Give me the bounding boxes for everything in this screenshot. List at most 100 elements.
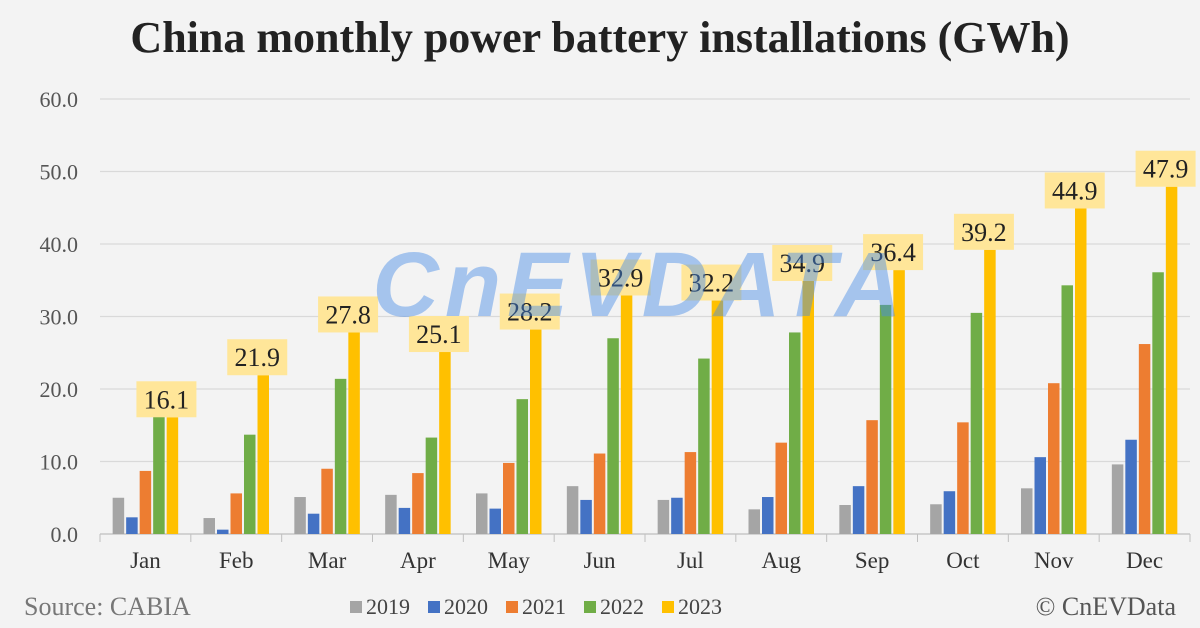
bar-2023-May xyxy=(530,329,542,534)
legend-swatch xyxy=(584,601,596,613)
bar-2021-Apr xyxy=(412,473,424,534)
copyright-note: © CnEVData xyxy=(1035,592,1176,621)
bar-2023-Apr xyxy=(439,352,451,534)
data-label-box xyxy=(772,244,833,281)
bar-2022-Aug xyxy=(789,332,801,534)
legend-label: 2020 xyxy=(444,594,488,619)
bar-2020-Jun xyxy=(580,499,592,534)
legend-label: 2022 xyxy=(600,594,644,619)
data-label: 36.4 xyxy=(870,238,916,267)
bar-2019-Nov xyxy=(1021,488,1033,534)
bar-2020-Mar xyxy=(307,513,320,534)
bar-2019-Sep xyxy=(839,505,851,534)
legend-item-2020: 2020 xyxy=(428,594,488,620)
bar-2019-Feb xyxy=(203,518,215,534)
x-tick-label: Oct xyxy=(946,548,980,573)
x-tick-label: Jun xyxy=(584,548,616,573)
x-tick-label: Aug xyxy=(761,548,801,573)
y-tick-label: 30.0 xyxy=(40,305,79,330)
source-note: Source: CABIA xyxy=(24,592,191,621)
bar-2022-Feb xyxy=(244,434,256,534)
bar-2022-Nov xyxy=(1061,285,1073,534)
bar-2022-May xyxy=(516,399,528,534)
bar-2021-Oct xyxy=(957,422,969,534)
bar-2023-Jun xyxy=(620,295,633,534)
bar-2022-Jul xyxy=(698,358,710,534)
bar-2023-Dec xyxy=(1165,186,1178,534)
bar-2023-Nov xyxy=(1075,208,1087,534)
bar-2021-Jun xyxy=(593,453,606,534)
legend-item-2022: 2022 xyxy=(584,594,644,620)
bar-2019-Mar xyxy=(294,497,306,534)
bar-2019-Jun xyxy=(566,486,579,534)
x-axis-ticks: Jan Feb Mar Apr May Jun Jul Aug Sep Oct Nov Dec xyxy=(130,548,1163,573)
y-tick-label: 10.0 xyxy=(40,450,79,475)
x-tick-label: Nov xyxy=(1034,548,1074,573)
data-label: 27.8 xyxy=(325,300,371,329)
data-label-box xyxy=(227,339,288,376)
data-label: 34.9 xyxy=(780,249,826,278)
legend-item-2019: 2019 xyxy=(350,594,410,620)
bar-2020-May xyxy=(489,508,501,534)
bar-2021-Jan xyxy=(139,470,152,534)
bar-2020-Nov xyxy=(1034,457,1046,534)
legend-label: 2021 xyxy=(522,594,566,619)
data-label-box xyxy=(1135,150,1196,187)
x-tick-label: Mar xyxy=(308,548,347,573)
data-label: 21.9 xyxy=(235,343,281,372)
bar-2022-Oct xyxy=(970,312,983,534)
data-label-box xyxy=(863,234,924,271)
data-label: 32.9 xyxy=(598,263,644,292)
gridlines xyxy=(99,98,1191,542)
bar-2019-Aug xyxy=(748,509,760,534)
bar-2022-Sep xyxy=(879,304,892,534)
bar-2020-Aug xyxy=(762,497,774,534)
bar-2021-Jul xyxy=(684,452,697,534)
bar-2019-Dec xyxy=(1111,464,1124,534)
data-label-box xyxy=(953,213,1014,250)
bar-2021-Feb xyxy=(230,493,242,534)
data-label: 39.2 xyxy=(961,218,1007,247)
data-label-box xyxy=(590,259,651,296)
data-label: 32.2 xyxy=(689,269,735,298)
y-tick-label: 0.0 xyxy=(51,522,79,547)
bar-2021-Dec xyxy=(1138,344,1151,534)
legend-label: 2023 xyxy=(678,594,722,619)
x-tick-label: Feb xyxy=(219,548,254,573)
bar-2022-Jun xyxy=(607,338,619,534)
x-tick-label: Jan xyxy=(130,548,161,573)
bar-2019-Apr xyxy=(385,494,397,534)
y-tick-label: 40.0 xyxy=(40,232,79,257)
bar-2020-Jan xyxy=(126,517,138,534)
data-label: 28.2 xyxy=(507,298,553,327)
bar-2020-Feb xyxy=(217,529,229,534)
data-label: 47.9 xyxy=(1143,155,1189,184)
y-axis-ticks: 0.0 10.0 20.0 30.0 40.0 50.0 60.0 xyxy=(40,87,79,547)
bar-2021-Aug xyxy=(775,442,787,534)
x-tick-label: May xyxy=(488,548,531,573)
y-tick-label: 20.0 xyxy=(40,377,79,402)
bar-2019-May xyxy=(476,493,488,534)
y-tick-label: 50.0 xyxy=(40,160,79,185)
legend-item-2021: 2021 xyxy=(506,594,566,620)
bars xyxy=(112,186,1178,535)
legend: 2019 2020 2021 2022 2023 xyxy=(350,594,722,620)
bar-2019-Oct xyxy=(930,504,942,534)
legend-swatch xyxy=(662,601,674,613)
bar-2023-Oct xyxy=(984,249,996,535)
chart-title: China monthly power battery installation… xyxy=(130,13,1070,62)
data-label-box xyxy=(408,316,469,353)
bar-2023-Jul xyxy=(711,300,724,534)
data-label: 44.9 xyxy=(1052,176,1098,205)
x-tick-label: Jul xyxy=(677,548,704,573)
data-label-box xyxy=(136,381,197,418)
data-label-box xyxy=(318,296,379,333)
bar-2023-Jan xyxy=(166,417,179,534)
bar-2023-Aug xyxy=(802,280,814,534)
bar-2021-May xyxy=(503,462,515,534)
legend-label: 2019 xyxy=(366,594,410,619)
legend-swatch xyxy=(350,601,362,613)
bar-2021-Mar xyxy=(321,468,333,534)
bar-2020-Dec xyxy=(1125,439,1137,534)
